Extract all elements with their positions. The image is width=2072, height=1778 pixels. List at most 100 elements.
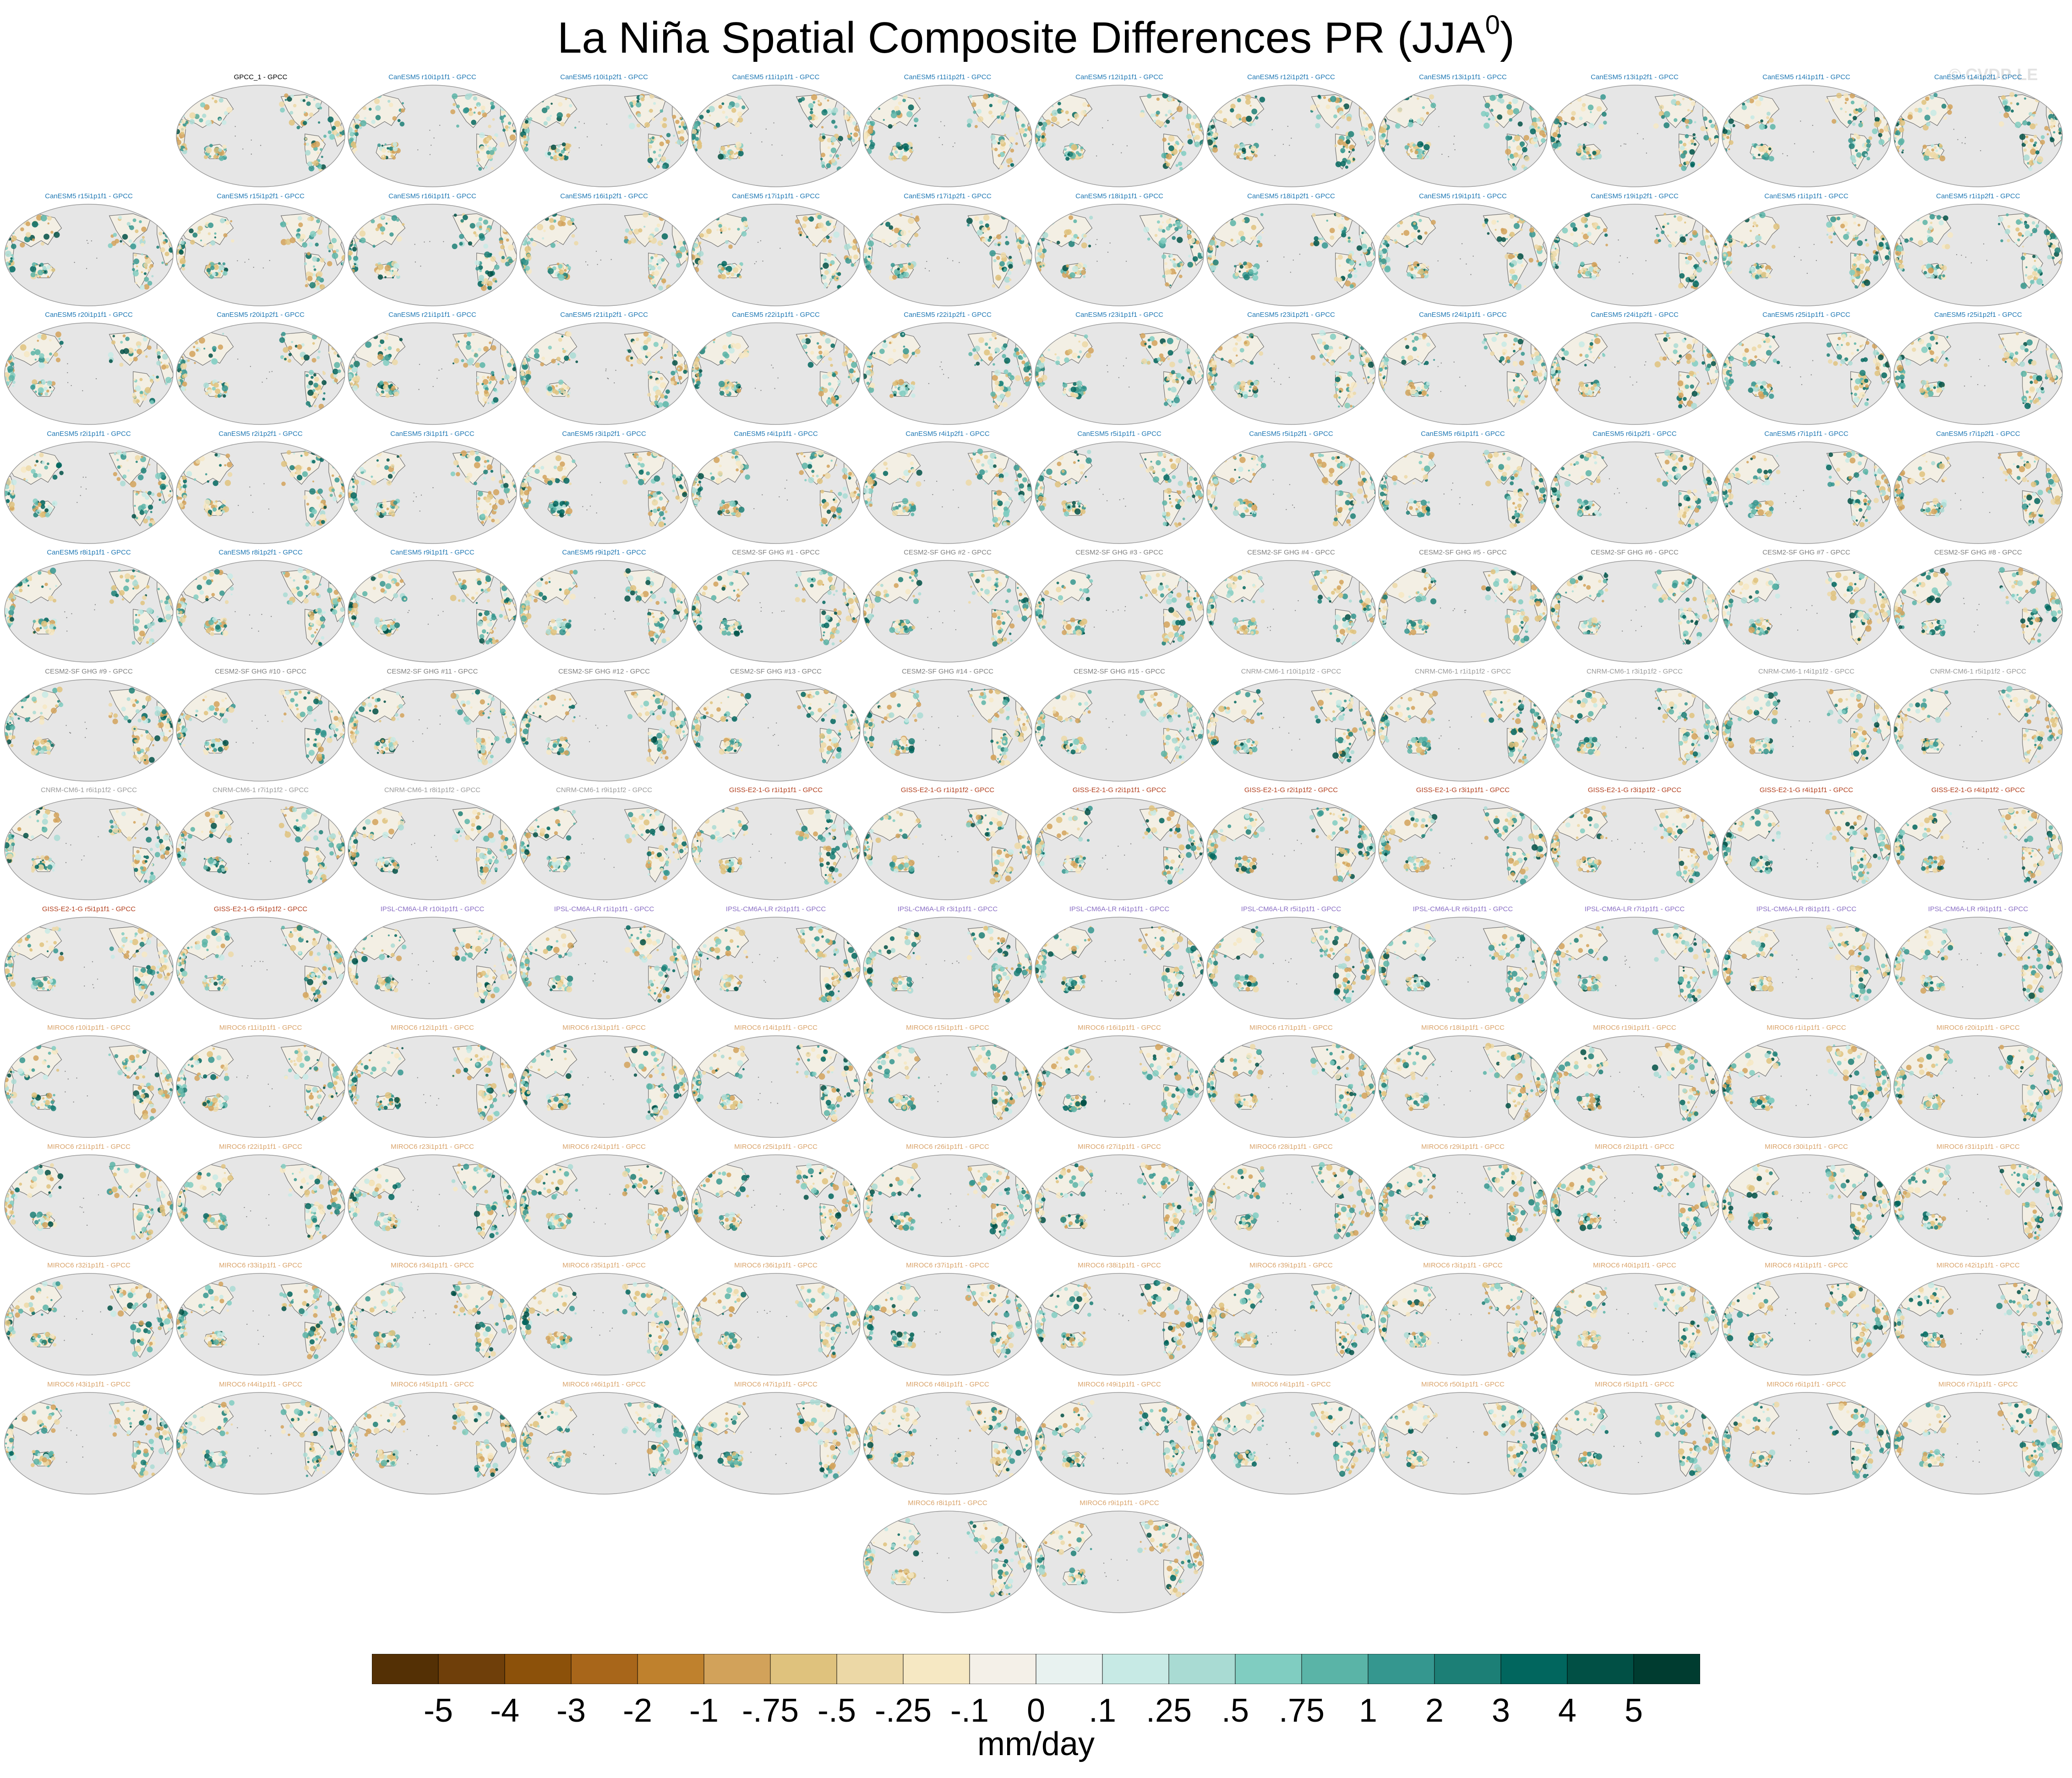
anomaly-cell bbox=[665, 389, 670, 394]
anomaly-cell bbox=[1878, 103, 1885, 109]
island-dot bbox=[1470, 273, 1472, 275]
anomaly-cell bbox=[644, 122, 650, 128]
anomaly-cell bbox=[2007, 225, 2011, 228]
island-dot bbox=[940, 121, 942, 122]
anomaly-cell bbox=[318, 403, 324, 409]
anomaly-cell bbox=[1508, 253, 1514, 259]
anomaly-cell bbox=[387, 381, 390, 383]
anomaly-cell bbox=[692, 368, 695, 371]
anomaly-cell bbox=[1935, 149, 1938, 152]
anomaly-cell bbox=[486, 283, 489, 286]
anomaly-cell bbox=[915, 348, 921, 354]
anomaly-cell bbox=[1763, 152, 1768, 158]
anomaly-cell bbox=[728, 276, 731, 278]
anomaly-cell bbox=[977, 116, 984, 122]
anomaly-cell bbox=[127, 348, 134, 354]
anomaly-cell bbox=[342, 350, 345, 353]
anomaly-cell bbox=[820, 161, 825, 166]
anomaly-cell bbox=[2024, 223, 2030, 229]
anomaly-cell bbox=[898, 265, 900, 267]
anomaly-cell bbox=[44, 233, 49, 239]
anomaly-cell bbox=[695, 343, 699, 348]
anomaly-cell bbox=[132, 270, 139, 277]
anomaly-cell bbox=[997, 119, 1002, 124]
anomaly-cell bbox=[2044, 228, 2050, 235]
anomaly-cell bbox=[1896, 249, 1898, 251]
anomaly-cell bbox=[486, 150, 491, 155]
anomaly-cell bbox=[999, 402, 1003, 406]
anomaly-cell bbox=[1878, 99, 1883, 104]
anomaly-cell bbox=[46, 357, 50, 362]
anomaly-cell bbox=[322, 397, 325, 401]
world-map bbox=[863, 203, 1032, 306]
anomaly-cell bbox=[649, 148, 651, 151]
anomaly-cell bbox=[302, 242, 308, 248]
anomaly-cell bbox=[319, 106, 322, 110]
anomaly-cell bbox=[1169, 259, 1172, 261]
anomaly-cell bbox=[1087, 104, 1090, 107]
anomaly-cell bbox=[736, 381, 738, 384]
anomaly-cell bbox=[1237, 98, 1241, 103]
anomaly-cell bbox=[287, 96, 292, 102]
anomaly-cell bbox=[827, 252, 832, 257]
anomaly-cell bbox=[208, 222, 214, 228]
anomaly-cell bbox=[1830, 216, 1836, 223]
anomaly-cell bbox=[218, 261, 221, 265]
anomaly-cell bbox=[896, 141, 901, 147]
anomaly-cell bbox=[1656, 227, 1658, 230]
anomaly-cell bbox=[341, 225, 345, 230]
anomaly-cell bbox=[1712, 104, 1717, 109]
anomaly-cell bbox=[487, 402, 490, 404]
anomaly-cell bbox=[969, 94, 972, 98]
anomaly-cell bbox=[904, 263, 910, 269]
anomaly-cell bbox=[1192, 130, 1195, 134]
anomaly-cell bbox=[49, 339, 52, 342]
anomaly-cell bbox=[685, 100, 688, 107]
anomaly-cell bbox=[556, 357, 561, 361]
anomaly-cell bbox=[336, 346, 342, 352]
anomaly-cell bbox=[723, 150, 727, 154]
anomaly-cell bbox=[486, 376, 490, 379]
anomaly-cell bbox=[1023, 102, 1026, 106]
anomaly-cell bbox=[1921, 100, 1927, 105]
anomaly-cell bbox=[386, 271, 391, 276]
anomaly-cell bbox=[1210, 265, 1216, 271]
anomaly-cell bbox=[215, 153, 218, 156]
anomaly-cell bbox=[1590, 111, 1592, 113]
anomaly-cell bbox=[1837, 216, 1841, 220]
anomaly-cell bbox=[830, 343, 835, 348]
anomaly-cell bbox=[725, 390, 730, 394]
anomaly-cell bbox=[825, 338, 831, 344]
anomaly-cell bbox=[1420, 263, 1427, 269]
anomaly-cell bbox=[300, 98, 304, 102]
anomaly-cell bbox=[1207, 124, 1208, 128]
anomaly-cell bbox=[30, 385, 36, 390]
anomaly-cell bbox=[1717, 114, 1719, 117]
anomaly-cell bbox=[526, 225, 530, 229]
anomaly-cell bbox=[1732, 124, 1735, 127]
anomaly-cell bbox=[821, 109, 828, 116]
anomaly-cell bbox=[1418, 268, 1424, 275]
anomaly-cell bbox=[190, 239, 195, 245]
anomaly-cell bbox=[1249, 104, 1252, 107]
anomaly-cell bbox=[967, 118, 973, 125]
anomaly-cell bbox=[809, 336, 812, 338]
anomaly-cell bbox=[721, 261, 727, 266]
anomaly-cell bbox=[903, 348, 909, 354]
anomaly-cell bbox=[482, 397, 488, 402]
anomaly-cell bbox=[718, 104, 723, 109]
continent-outline bbox=[796, 94, 838, 128]
anomaly-cell bbox=[1191, 122, 1195, 125]
anomaly-cell bbox=[543, 121, 548, 126]
anomaly-cell bbox=[302, 99, 305, 102]
anomaly-cell bbox=[169, 225, 173, 230]
anomaly-cell bbox=[33, 270, 36, 273]
anomaly-cell bbox=[218, 98, 224, 103]
anomaly-cell bbox=[1759, 124, 1765, 130]
anomaly-cell bbox=[972, 348, 976, 352]
anomaly-cell bbox=[1930, 274, 1935, 279]
anomaly-cell bbox=[682, 228, 684, 230]
anomaly-cell bbox=[349, 364, 354, 368]
anomaly-cell bbox=[1722, 148, 1725, 153]
anomaly-cell bbox=[976, 229, 983, 236]
